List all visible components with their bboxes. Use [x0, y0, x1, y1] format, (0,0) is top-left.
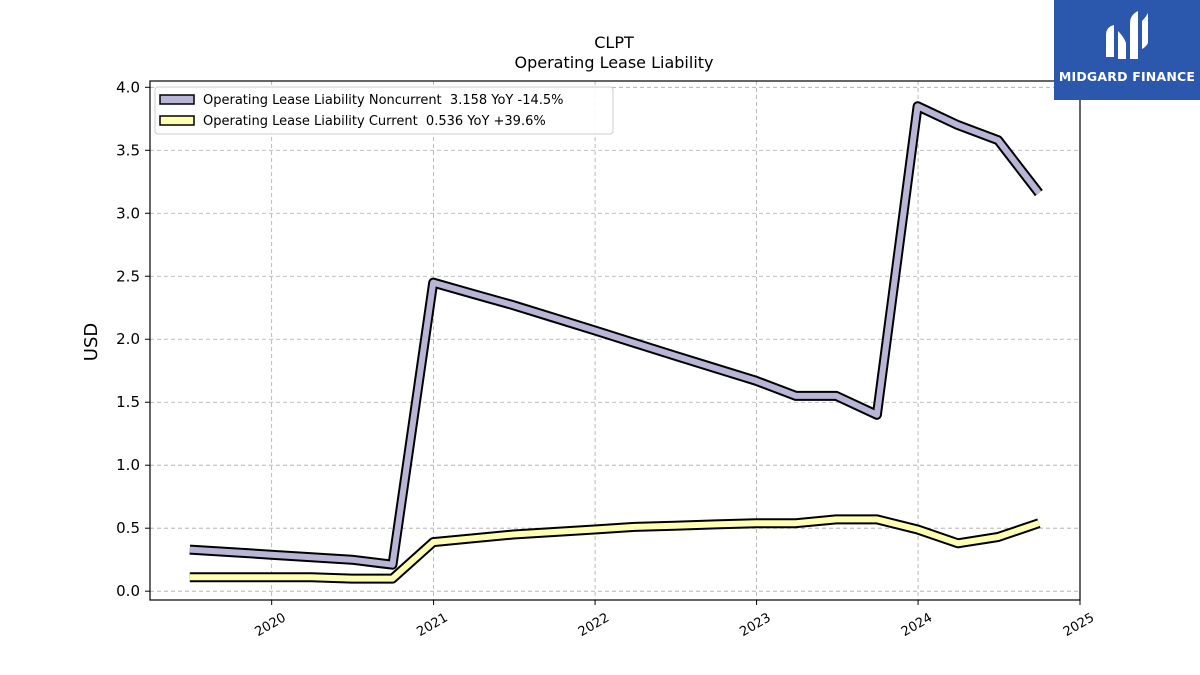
series-layer: [188, 101, 1043, 584]
y-tick-label: 2.0: [116, 330, 140, 348]
data-point: [350, 558, 354, 562]
x-tick-label: 2025: [1061, 610, 1097, 640]
legend-box: [154, 86, 614, 135]
data-point: [391, 577, 395, 581]
data-point: [552, 316, 556, 320]
data-point: [875, 413, 879, 417]
logo-text: MIDGARD FINANCE: [1058, 69, 1196, 84]
data-point: [188, 548, 192, 552]
legend: Operating Lease Liability Noncurrent 3.1…: [154, 86, 614, 135]
x-tick-label: 2022: [576, 610, 612, 640]
data-point: [916, 528, 920, 532]
data-point: [431, 540, 435, 544]
data-point: [794, 521, 798, 525]
data-point: [593, 328, 597, 332]
data-point: [269, 575, 273, 579]
data-point: [875, 517, 879, 521]
x-tick-label: 2023: [737, 610, 773, 640]
y-tick-label: 0.5: [116, 519, 140, 537]
data-point: [188, 575, 192, 579]
data-point: [834, 517, 838, 521]
y-tick-label: 2.5: [116, 267, 140, 285]
midgard-logo-icon: [1106, 11, 1148, 59]
chart-title: CLPT: [594, 33, 634, 52]
y-tick-label: 1.5: [116, 393, 140, 411]
data-point: [754, 379, 758, 383]
series-line-0: [189, 103, 1042, 568]
legend-label-current: Operating Lease Liability Current 0.536 …: [203, 114, 546, 129]
data-point: [673, 354, 677, 358]
chart-subtitle: Operating Lease Liability: [514, 53, 713, 72]
legend-swatch-noncurrent: [159, 94, 195, 105]
data-point: [1037, 521, 1041, 525]
data-point: [956, 123, 960, 127]
data-point: [310, 575, 314, 579]
series-line-1: [189, 516, 1040, 582]
data-point: [713, 366, 717, 370]
data-point: [229, 575, 233, 579]
data-point: [229, 550, 233, 554]
legend-label-noncurrent: Operating Lease Liability Noncurrent 3.1…: [203, 93, 564, 108]
data-point: [834, 394, 838, 398]
data-point: [956, 541, 960, 545]
data-point: [552, 530, 556, 534]
y-tick-label: 3.0: [116, 204, 140, 222]
data-point: [673, 524, 677, 528]
data-point: [1037, 191, 1041, 195]
data-point: [996, 138, 1000, 142]
y-tick-label: 4.0: [116, 78, 140, 96]
data-point: [391, 563, 395, 567]
data-point: [431, 281, 435, 285]
data-point: [350, 577, 354, 581]
data-point: [713, 522, 717, 526]
data-point: [633, 525, 637, 529]
plot-frame: [149, 80, 1081, 601]
data-point: [996, 535, 1000, 539]
data-point: [916, 104, 920, 108]
data-point: [511, 303, 515, 307]
data-point: [511, 533, 515, 537]
y-tick-label: 3.5: [116, 141, 140, 159]
y-tick-label: 1.0: [116, 456, 140, 474]
data-point: [269, 553, 273, 557]
x-tick-label: 2021: [414, 610, 450, 640]
x-tick-label: 2024: [899, 610, 935, 640]
data-point: [794, 394, 798, 398]
data-point: [633, 341, 637, 345]
data-point: [471, 292, 475, 296]
data-point: [471, 536, 475, 540]
data-point: [310, 555, 314, 559]
y-axis-label: USD: [81, 323, 102, 361]
y-tick-label: 0.0: [116, 582, 140, 600]
x-tick-label: 2020: [253, 610, 289, 640]
data-point: [593, 528, 597, 532]
midgard-logo: MIDGARD FINANCE: [1054, 0, 1200, 100]
data-point: [754, 521, 758, 525]
legend-swatch-current: [159, 115, 195, 126]
